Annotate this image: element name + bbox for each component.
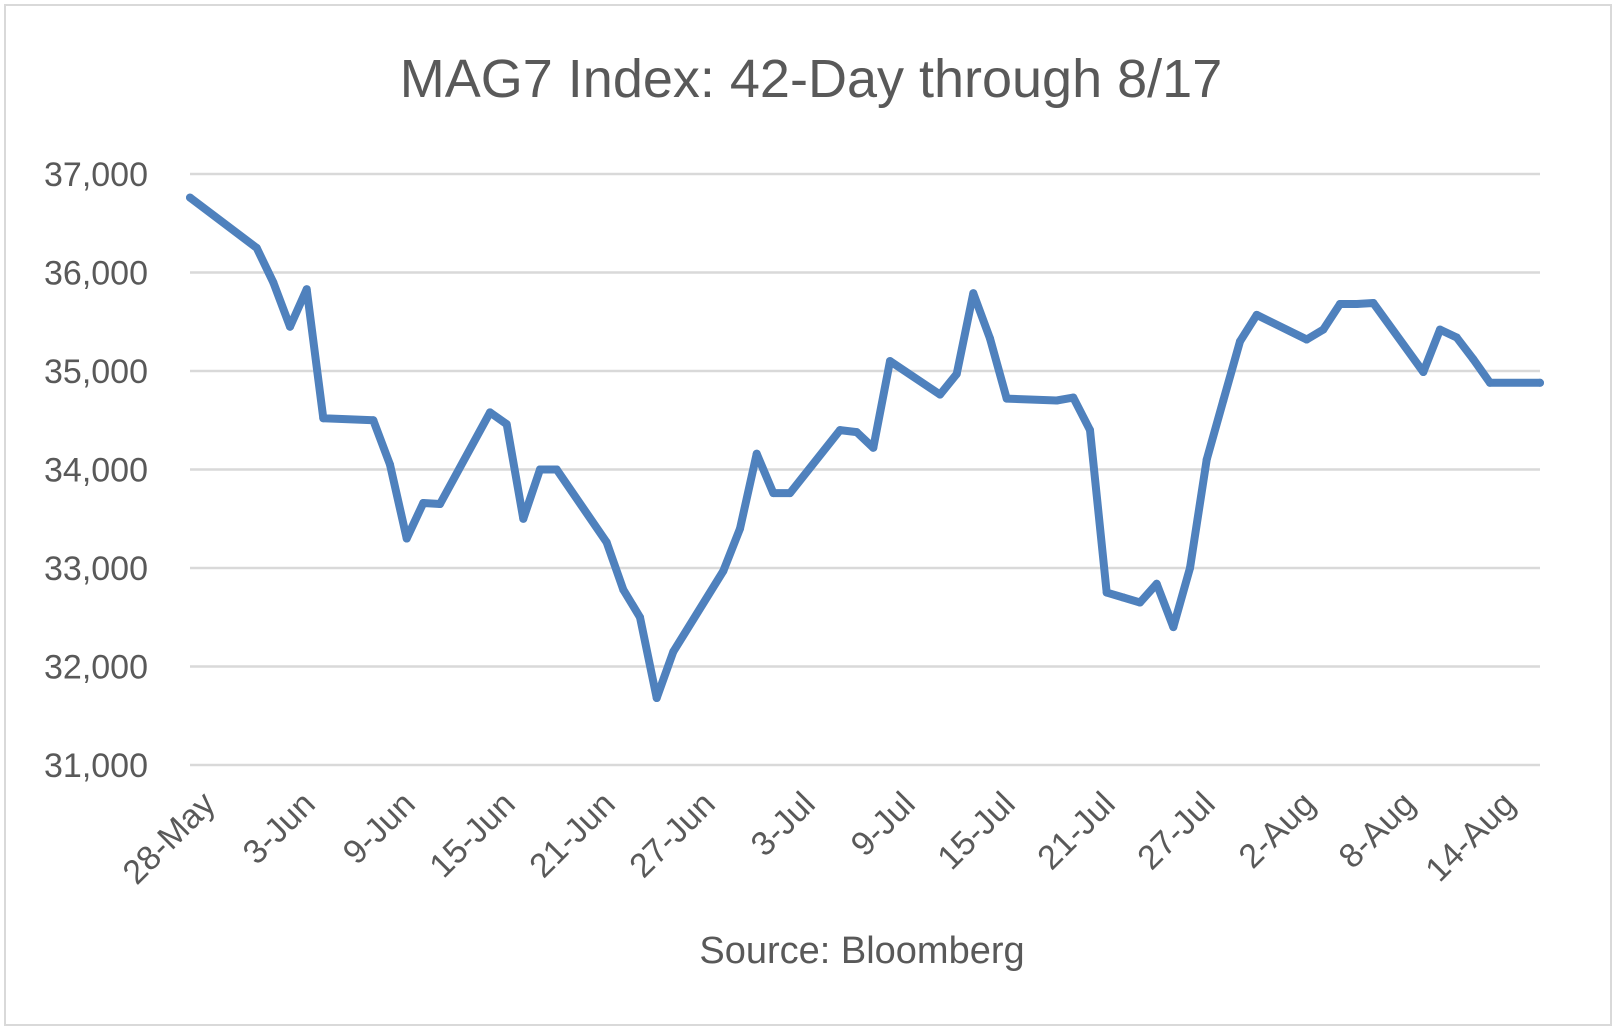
x-tick-label: 8-Aug xyxy=(1332,785,1423,876)
x-tick-label: 9-Jun xyxy=(336,785,423,872)
data-point xyxy=(1136,598,1144,607)
data-point xyxy=(1536,378,1544,387)
y-tick-label: 36,000 xyxy=(44,255,148,293)
y-tick-label: 33,000 xyxy=(44,550,148,588)
data-point xyxy=(986,334,994,343)
data-point xyxy=(636,613,644,622)
data-point xyxy=(436,500,444,508)
data-point xyxy=(969,289,978,298)
data-point xyxy=(736,524,744,533)
chart-title: MAG7 Index: 42-Day through 8/17 xyxy=(400,49,1222,109)
data-point xyxy=(1469,355,1478,364)
data-point xyxy=(1252,310,1261,319)
y-tick-label: 35,000 xyxy=(44,353,148,391)
x-tick-label: 27-Jul xyxy=(1130,785,1222,877)
data-point xyxy=(486,408,494,417)
data-point xyxy=(552,465,561,474)
x-tick-label: 14-Aug xyxy=(1418,785,1522,889)
data-point xyxy=(519,514,528,523)
x-tick-label: 9-Jul xyxy=(844,785,923,864)
data-point xyxy=(936,390,944,399)
data-point xyxy=(1319,325,1328,334)
data-point xyxy=(1186,564,1194,572)
data-point xyxy=(952,370,961,378)
data-point xyxy=(1336,300,1344,308)
x-tick-label: 28-May xyxy=(116,785,223,892)
data-point xyxy=(302,285,311,294)
data-point xyxy=(1086,426,1094,435)
data-point xyxy=(786,489,794,498)
data-point xyxy=(186,193,194,202)
data-point xyxy=(269,278,278,287)
data-point xyxy=(1219,396,1228,405)
data-point xyxy=(1486,378,1494,387)
x-tick-label: 2-Aug xyxy=(1232,785,1323,876)
data-point xyxy=(536,465,544,474)
data-point xyxy=(1202,455,1211,464)
x-tick-label: 3-Jun xyxy=(236,785,323,872)
data-point xyxy=(252,243,261,252)
x-tick-label: 3-Jul xyxy=(744,785,823,864)
data-point xyxy=(402,534,411,543)
data-point xyxy=(1236,337,1244,346)
y-tick-label: 37,000 xyxy=(44,156,148,194)
data-point xyxy=(1452,333,1461,342)
data-point xyxy=(1069,393,1078,402)
data-point xyxy=(419,499,428,507)
series-layer xyxy=(186,193,1544,702)
data-point xyxy=(502,420,511,429)
data-point xyxy=(1352,300,1361,308)
data-point xyxy=(836,426,844,435)
data-point xyxy=(1369,299,1378,307)
data-point xyxy=(769,489,778,498)
source-note: Source: Bloomberg xyxy=(699,930,1024,972)
data-point xyxy=(1169,623,1178,632)
data-point xyxy=(1002,394,1011,403)
data-point xyxy=(1419,368,1428,376)
y-axis-ticks: 37,000 36,000 35,000 34,000 33,000 32,000 31,0… xyxy=(44,156,148,785)
gridlines xyxy=(190,172,1540,767)
y-tick-label: 32,000 xyxy=(44,649,148,687)
data-point xyxy=(669,647,678,656)
x-tick-label: 21-Jun xyxy=(522,785,622,885)
x-tick-label: 15-Jun xyxy=(422,785,522,885)
data-point xyxy=(1302,335,1311,344)
data-point xyxy=(619,585,628,594)
data-point xyxy=(652,694,661,702)
data-point xyxy=(719,567,728,575)
data-point xyxy=(602,538,611,547)
data-point xyxy=(1436,325,1444,334)
x-tick-label: 21-Jul xyxy=(1030,785,1122,877)
data-point xyxy=(286,322,294,331)
y-tick-label: 34,000 xyxy=(44,452,148,490)
data-point xyxy=(869,443,878,452)
data-point xyxy=(752,449,761,458)
data-point xyxy=(386,460,394,469)
data-point xyxy=(1052,396,1061,405)
x-axis-ticks: 28-May 3-Jun 9-Jun 15-Jun 21-Jun 27-Jun 3-Jul 9… xyxy=(116,785,1523,892)
data-point xyxy=(1102,588,1111,597)
x-tick-label: 15-Jul xyxy=(930,785,1022,877)
data-point xyxy=(852,428,861,437)
data-point xyxy=(1152,579,1161,588)
data-point xyxy=(1119,593,1128,602)
data-point xyxy=(886,357,894,366)
y-tick-label: 31,000 xyxy=(44,747,148,785)
x-tick-label: 27-Jun xyxy=(622,785,722,885)
data-point xyxy=(369,416,378,425)
data-point xyxy=(319,414,328,423)
